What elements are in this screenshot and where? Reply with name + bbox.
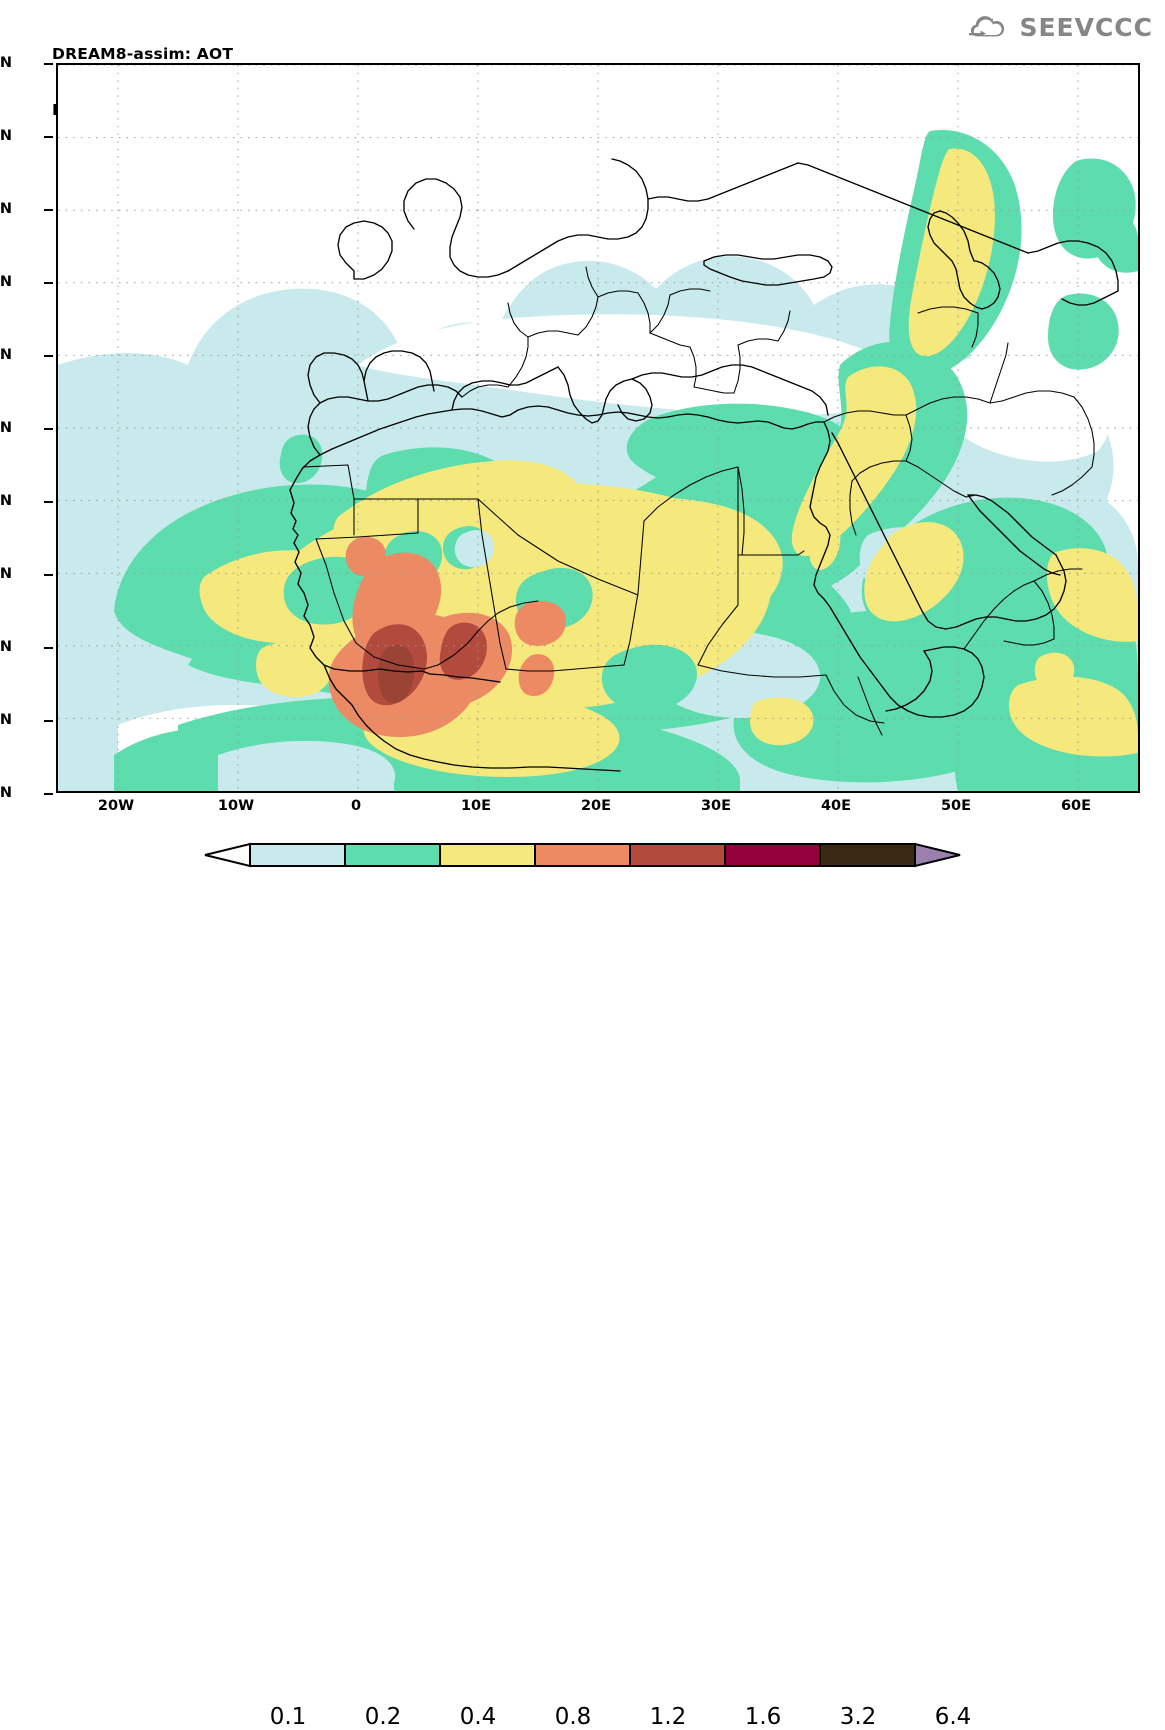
y-tick-mark [44, 63, 53, 65]
colorbar-tick-label: 1.2 [649, 1704, 687, 1730]
cloud-wind-icon [969, 16, 1005, 37]
y-tick-mark [44, 720, 53, 722]
colorbar-under-arrow [204, 842, 251, 868]
x-tick-label: 50E [940, 798, 972, 814]
colorbar-swatches [204, 842, 961, 868]
y-tick-mark [44, 501, 53, 503]
x-tick-label: 30E [700, 798, 732, 814]
y-tick-mark [44, 209, 53, 211]
y-tick-label: 40N [0, 274, 12, 290]
map-plot-area [56, 63, 1140, 793]
x-tick-label: 40E [820, 798, 852, 814]
colorbar-tick-label: 6.4 [934, 1704, 972, 1730]
logo-text: SEEVCCC [1019, 12, 1153, 42]
x-tick-label: 10W [217, 798, 255, 814]
colorbar-over-arrow [914, 842, 961, 868]
seevccc-logo: SEEVCCC [966, 12, 1153, 42]
y-tick-mark [44, 428, 53, 430]
y-tick-label: 45N [0, 201, 12, 217]
y-tick-label: 5N [0, 785, 12, 801]
x-tick-label: 60E [1060, 798, 1092, 814]
y-tick-label: 25N [0, 493, 12, 509]
y-tick-mark [44, 647, 53, 649]
colorbar-cell [819, 843, 916, 867]
colorbar-cell [344, 843, 441, 867]
y-tick-mark [44, 793, 53, 795]
y-tick-label: 20N [0, 566, 12, 582]
y-tick-mark [44, 282, 53, 284]
colorbar-cell [439, 843, 536, 867]
y-tick-label: 35N [0, 347, 12, 363]
y-tick-label: 30N [0, 420, 12, 436]
x-tick-label: 20E [580, 798, 612, 814]
y-tick-mark [44, 136, 53, 138]
y-tick-label: 15N [0, 639, 12, 655]
y-tick-label: 50N [0, 128, 12, 144]
x-tick-label: 20W [97, 798, 135, 814]
colorbar-cell [629, 843, 726, 867]
x-tick-label: 10E [460, 798, 492, 814]
colorbar-tick-label: 0.8 [554, 1704, 592, 1730]
colorbar-tick-label: 0.1 [269, 1704, 307, 1730]
y-tick-label: 10N [0, 712, 12, 728]
y-tick-mark [44, 355, 53, 357]
colorbar-tick-label: 1.6 [744, 1704, 782, 1730]
x-tick-label: 0 [350, 798, 362, 814]
y-tick-mark [44, 574, 53, 576]
colorbar: 0.1 0.2 0.4 0.8 1.2 1.6 3.2 6.4 [0, 838, 1165, 1730]
colorbar-tick-label: 3.2 [839, 1704, 877, 1730]
model-title: DREAM8-assim: AOT [52, 45, 234, 63]
aot-contour-map [58, 65, 1138, 791]
colorbar-tick-label: 0.4 [459, 1704, 497, 1730]
colorbar-cell [249, 843, 346, 867]
colorbar-cell [724, 843, 821, 867]
colorbar-tick-label: 0.2 [364, 1704, 402, 1730]
colorbar-cell [534, 843, 631, 867]
y-tick-label: 55N [0, 55, 12, 71]
